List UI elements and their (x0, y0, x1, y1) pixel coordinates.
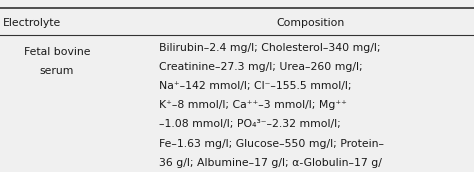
Text: Composition: Composition (276, 18, 345, 28)
Text: Fetal bovine: Fetal bovine (24, 47, 90, 57)
Text: –1.08 mmol/l; PO₄³⁻–2.32 mmol/l;: –1.08 mmol/l; PO₄³⁻–2.32 mmol/l; (159, 119, 340, 129)
Text: Na⁺–142 mmol/l; Cl⁻–155.5 mmol/l;: Na⁺–142 mmol/l; Cl⁻–155.5 mmol/l; (159, 81, 351, 91)
Text: K⁺–8 mmol/l; Ca⁺⁺–3 mmol/l; Mg⁺⁺: K⁺–8 mmol/l; Ca⁺⁺–3 mmol/l; Mg⁺⁺ (159, 100, 346, 110)
Text: Creatinine–27.3 mg/l; Urea–260 mg/l;: Creatinine–27.3 mg/l; Urea–260 mg/l; (159, 62, 363, 72)
Text: Electrolyte: Electrolyte (3, 18, 61, 28)
Text: 36 g/l; Albumine–17 g/l; α-Globulin–17 g/: 36 g/l; Albumine–17 g/l; α-Globulin–17 g… (159, 158, 382, 168)
Text: serum: serum (40, 66, 74, 76)
Text: Fe–1.63 mg/l; Glucose–550 mg/l; Protein–: Fe–1.63 mg/l; Glucose–550 mg/l; Protein– (159, 139, 384, 149)
Text: Bilirubin–2.4 mg/l; Cholesterol–340 mg/l;: Bilirubin–2.4 mg/l; Cholesterol–340 mg/l… (159, 43, 380, 53)
